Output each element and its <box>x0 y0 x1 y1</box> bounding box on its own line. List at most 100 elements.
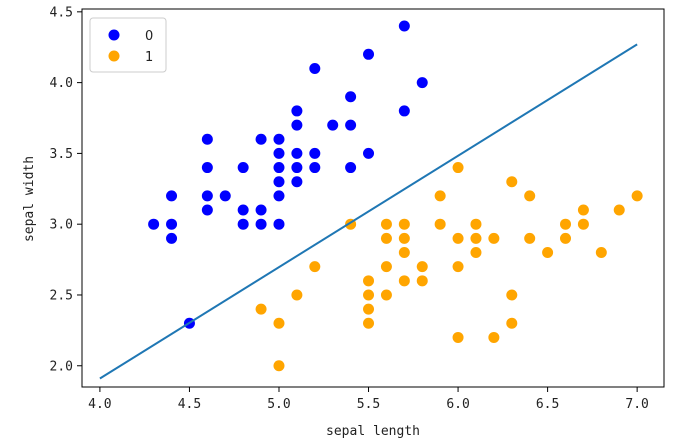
y-axis-label: sepal width <box>22 156 37 242</box>
scatter-point-series-1 <box>434 218 446 230</box>
scatter-point-series-0 <box>201 204 213 216</box>
scatter-point-series-0 <box>398 20 410 32</box>
scatter-point-series-1 <box>524 190 536 202</box>
scatter-point-series-0 <box>291 176 303 188</box>
scatter-point-series-0 <box>291 119 303 131</box>
scatter-point-series-0 <box>219 190 231 202</box>
scatter-point-series-1 <box>542 247 554 259</box>
scatter-point-series-0 <box>273 190 285 202</box>
legend-marker-series-1 <box>108 50 120 62</box>
scatter-point-series-1 <box>488 331 500 343</box>
scatter-point-series-0 <box>291 147 303 159</box>
scatter-point-series-0 <box>201 133 213 145</box>
scatter-point-series-0 <box>309 147 321 159</box>
plot-frame <box>81 8 665 388</box>
scatter-point-series-1 <box>470 232 482 244</box>
scatter-point-series-1 <box>363 317 375 329</box>
legend-label-series-1: 1 <box>145 50 153 65</box>
scatter-point-series-0 <box>363 48 375 60</box>
scatter-point-series-0 <box>273 147 285 159</box>
x-tick-label: 4.5 <box>178 397 201 412</box>
scatter-point-series-0 <box>273 133 285 145</box>
legend-label-series-0: 0 <box>145 29 153 44</box>
scatter-point-series-1 <box>255 303 267 315</box>
decision-boundary-line <box>99 43 638 380</box>
scatter-point-series-1 <box>506 176 518 188</box>
x-axis-label: sepal length <box>326 424 420 439</box>
scatter-point-series-0 <box>166 232 178 244</box>
scatter-point-series-1 <box>560 232 572 244</box>
scatter-point-series-1 <box>363 275 375 287</box>
scatter-point-series-1 <box>398 247 410 259</box>
scatter-point-series-1 <box>560 218 572 230</box>
x-tick-label: 4.0 <box>88 397 111 412</box>
x-tick-label: 5.5 <box>357 397 380 412</box>
scatter-point-series-1 <box>506 289 518 301</box>
scatter-point-series-0 <box>345 162 357 174</box>
scatter-point-series-1 <box>452 261 464 273</box>
scatter-point-series-0 <box>309 162 321 174</box>
y-tick-label: 3.0 <box>50 218 73 233</box>
scatter-point-series-1 <box>398 275 410 287</box>
scatter-point-series-0 <box>345 119 357 131</box>
x-tick-label: 7.0 <box>625 397 648 412</box>
scatter-point-series-1 <box>416 261 428 273</box>
scatter-point-series-1 <box>380 232 392 244</box>
scatter-point-series-0 <box>255 133 267 145</box>
scatter-point-series-0 <box>201 162 213 174</box>
scatter-point-series-1 <box>452 331 464 343</box>
scatter-point-series-0 <box>237 162 249 174</box>
scatter-point-series-0 <box>309 62 321 74</box>
scatter-point-series-1 <box>309 261 321 273</box>
scatter-point-series-0 <box>273 162 285 174</box>
scatter-point-series-0 <box>273 176 285 188</box>
scatter-point-series-1 <box>488 232 500 244</box>
axes: 4.0 4.5 5.0 5.5 6.0 6.5 7.0 2.0 2.5 3.0 3.5 4.0 4.5 <box>50 5 665 412</box>
scatter-point-series-1 <box>291 289 303 301</box>
y-tick-label: 4.0 <box>50 76 73 91</box>
scatter-point-series-1 <box>506 317 518 329</box>
scatter-point-series-1 <box>380 289 392 301</box>
scatter-point-series-0 <box>201 190 213 202</box>
scatter-point-series-0 <box>237 204 249 216</box>
scatter-point-series-0 <box>291 162 303 174</box>
scatter-point-series-0 <box>273 218 285 230</box>
scatter-point-series-0 <box>327 119 339 131</box>
scatter-point-series-0 <box>416 77 428 89</box>
scatter-point-series-1 <box>631 190 643 202</box>
scatter-point-series-0 <box>166 218 178 230</box>
y-tick-label: 2.0 <box>50 359 73 374</box>
scatter-point-series-1 <box>273 317 285 329</box>
scatter-point-series-1 <box>470 247 482 259</box>
scatter-point-series-1 <box>416 275 428 287</box>
plot-area <box>99 20 643 380</box>
scatter-point-series-1 <box>363 303 375 315</box>
scatter-point-series-1 <box>398 218 410 230</box>
y-tick-label: 2.5 <box>50 288 73 303</box>
scatter-point-series-1 <box>380 218 392 230</box>
x-tick-label: 5.0 <box>267 397 290 412</box>
scatter-point-series-1 <box>470 218 482 230</box>
scatter-point-series-0 <box>148 218 160 230</box>
scatter-point-series-1 <box>452 232 464 244</box>
scatter-point-series-1 <box>524 232 536 244</box>
scatter-point-series-0 <box>255 218 267 230</box>
scatter-point-series-1 <box>380 261 392 273</box>
legend-box <box>89 17 167 73</box>
x-tick-label: 6.0 <box>446 397 469 412</box>
scatter-point-series-1 <box>434 190 446 202</box>
scatter-point-series-1 <box>273 360 285 372</box>
scatter-point-series-0 <box>398 105 410 117</box>
legend-marker-series-0 <box>108 29 120 41</box>
scatter-point-series-1 <box>398 232 410 244</box>
scatter-point-series-1 <box>613 204 625 216</box>
y-tick-label: 3.5 <box>50 147 73 162</box>
scatter-point-series-0 <box>166 190 178 202</box>
y-tick-label: 4.5 <box>50 5 73 20</box>
scatter-point-series-1 <box>363 289 375 301</box>
legend: 0 1 <box>89 17 167 73</box>
scatter-point-series-0 <box>255 204 267 216</box>
scatter-point-series-0 <box>237 218 249 230</box>
scatter-point-series-1 <box>595 247 607 259</box>
